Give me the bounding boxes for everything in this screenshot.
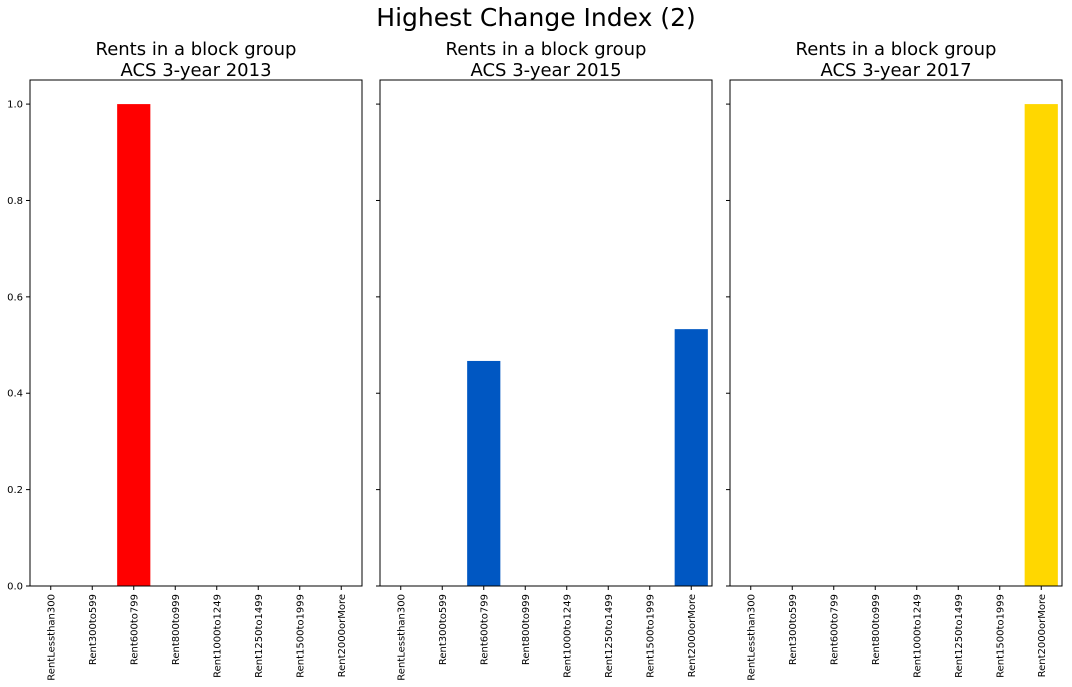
- axes-frame: [729, 79, 1063, 587]
- x-tick-label: Rent800to999: [871, 594, 882, 665]
- x-tick-label: Rent1000to1249: [912, 594, 923, 678]
- y-tick-label: 0.4: [7, 389, 23, 400]
- subplot-title: Rents in a block group: [796, 39, 997, 60]
- x-tick-label: Rent1000to1249: [212, 594, 223, 678]
- subplot-title: Rents in a block group: [96, 39, 297, 60]
- bar-Rent600to799: [467, 360, 501, 586]
- y-tick-label: 0.8: [7, 196, 23, 207]
- subplot-subtitle: ACS 3-year 2015: [470, 60, 621, 81]
- subplot-subtitle: ACS 3-year 2013: [120, 60, 271, 81]
- x-tick-label: Rent300to599: [88, 594, 99, 665]
- x-tick-label: Rent1000to1249: [562, 594, 573, 678]
- x-tick-label: Rent600to799: [129, 594, 140, 665]
- x-tick-label: Rent1500to1999: [995, 594, 1006, 678]
- x-tick-label: Rent800to999: [521, 594, 532, 665]
- y-tick-label: 0.0: [7, 582, 23, 593]
- bar-Rent2000orMore: [674, 329, 708, 586]
- x-tick-label: RentLessthan300: [396, 594, 407, 681]
- x-tick-label: Rent1500to1999: [295, 594, 306, 678]
- bar-Rent2000orMore: [1024, 104, 1058, 586]
- x-tick-label: Rent1500to1999: [645, 594, 656, 678]
- x-tick-label: Rent600to799: [829, 594, 840, 665]
- x-tick-label: Rent800to999: [171, 594, 182, 665]
- x-tick-label: Rent300to599: [788, 594, 799, 665]
- y-tick-label: 0.6: [7, 292, 23, 303]
- x-tick-label: Rent1250to1499: [954, 594, 965, 678]
- x-tick-label: Rent2000orMore: [1037, 594, 1048, 677]
- x-tick-label: Rent600to799: [479, 594, 490, 665]
- y-tick-label: 0.2: [7, 485, 23, 496]
- subplot-title: Rents in a block group: [446, 39, 647, 60]
- x-tick-label: Rent1250to1499: [254, 594, 265, 678]
- x-tick-label: RentLessthan300: [746, 594, 757, 681]
- subplot-subtitle: ACS 3-year 2017: [820, 60, 971, 81]
- y-tick-label: 1.0: [7, 100, 23, 111]
- axes-frame: [29, 79, 363, 587]
- x-tick-label: RentLessthan300: [46, 594, 57, 681]
- bar-Rent600to799: [117, 104, 151, 586]
- x-tick-label: Rent300to599: [438, 594, 449, 665]
- axes-frame: [379, 79, 713, 587]
- x-tick-label: Rent1250to1499: [604, 594, 615, 678]
- x-tick-label: Rent2000orMore: [337, 594, 348, 677]
- figure-title: Highest Change Index (2): [376, 3, 696, 32]
- x-tick-label: Rent2000orMore: [687, 594, 698, 677]
